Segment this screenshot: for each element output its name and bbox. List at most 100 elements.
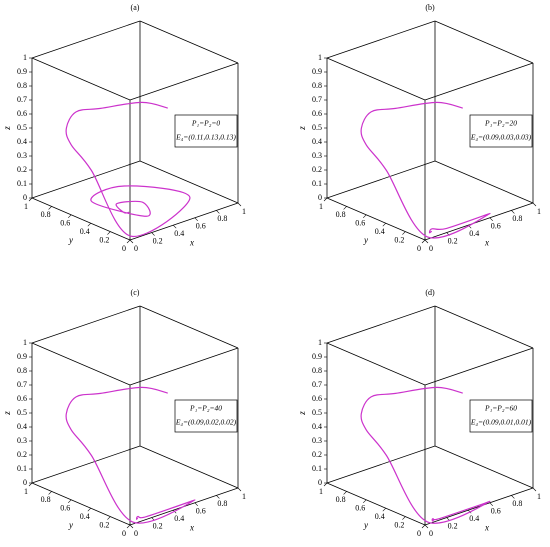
y-tick <box>28 482 33 487</box>
trajectory <box>65 101 191 237</box>
y-tick-label: 0.2 <box>99 520 109 529</box>
box-edge <box>326 57 426 101</box>
y-tick-label: 1 <box>319 202 323 211</box>
y-tick-label: 1 <box>319 487 323 496</box>
x-tick-label: 0.4 <box>469 229 479 238</box>
box-edge <box>31 197 131 241</box>
x-tick-label: 1 <box>242 207 246 216</box>
y-tick-label: 0.8 <box>336 210 346 219</box>
y-tick <box>343 491 347 495</box>
z-tick-label: 0 <box>23 193 27 202</box>
z-tick-label: 0.2 <box>312 165 322 174</box>
x-tick <box>489 502 494 507</box>
x-tick-label: 0 <box>429 244 433 253</box>
x-tick-label: 0 <box>429 529 433 538</box>
z-tick-label: 0.5 <box>17 408 27 417</box>
trajectory <box>360 101 491 239</box>
box-edge <box>434 160 534 204</box>
box-edge <box>326 197 426 241</box>
annotation-box <box>174 399 238 433</box>
box-edge <box>326 342 426 386</box>
y-tick-label: 0.4 <box>375 227 385 236</box>
box-edge <box>31 305 141 344</box>
y-tick <box>48 491 52 495</box>
annotation-text: P₁=P₂=40 <box>189 404 222 413</box>
x-tick-label: 0 <box>134 529 138 538</box>
box-edge <box>139 20 239 64</box>
z-tick-label: 0.7 <box>312 380 322 389</box>
z-tick-label: 0.1 <box>312 179 322 188</box>
z-tick-label: 0.9 <box>17 352 27 361</box>
y-tick <box>343 206 347 210</box>
trajectory <box>360 386 491 524</box>
x-tick-label: 0 <box>134 244 138 253</box>
y-axis-label: y <box>68 520 73 530</box>
y-tick <box>67 499 72 504</box>
x-axis-label: x <box>189 238 194 248</box>
x-tick-label: 0.4 <box>469 514 479 523</box>
z-tick-label: 0.4 <box>312 422 322 431</box>
z-tick-label: 0.1 <box>17 179 27 188</box>
y-axis-label: y <box>363 520 368 530</box>
box-edge <box>31 482 131 526</box>
z-tick-label: 0.3 <box>17 436 27 445</box>
annotation-box <box>469 399 533 433</box>
x-tick <box>237 487 242 492</box>
annotation-text: P₁=P₂=20 <box>484 119 517 128</box>
box-edge <box>31 20 141 59</box>
x-tick-label: 0.2 <box>153 236 163 245</box>
panel: (d)00.20.40.60.8100.20.40.60.8100.10.20.… <box>297 288 541 538</box>
x-tick-label: 1 <box>537 207 541 216</box>
z-tick-label: 0.6 <box>17 109 27 118</box>
z-tick-label: 0.3 <box>312 151 322 160</box>
z-tick-label: 0.8 <box>17 366 27 375</box>
z-tick-label: 0.5 <box>312 408 322 417</box>
panel: (b)00.20.40.60.8100.20.40.60.8100.10.20.… <box>297 3 541 253</box>
box-edge <box>31 342 131 386</box>
panel: (c)00.20.40.60.8100.20.40.60.8100.10.20.… <box>2 288 246 538</box>
z-tick-label: 0.2 <box>17 450 27 459</box>
z-tick-label: 0.7 <box>17 95 27 104</box>
y-tick <box>67 214 72 219</box>
annotation-text: P₁=P₂=0 <box>191 119 220 128</box>
box-edge <box>129 202 239 241</box>
z-tick-label: 0.2 <box>312 450 322 459</box>
z-tick-label: 1 <box>23 338 27 347</box>
z-tick-label: 1 <box>23 53 27 62</box>
x-tick <box>424 239 429 244</box>
box-edge <box>434 445 534 489</box>
box-edge <box>129 62 239 101</box>
box-edge <box>139 445 239 489</box>
x-tick <box>532 487 537 492</box>
y-tick-label: 0.4 <box>375 512 385 521</box>
panel-title: (a) <box>131 3 140 12</box>
annotation-box <box>469 114 533 148</box>
x-tick <box>129 239 134 244</box>
y-tick-label: 0 <box>122 529 126 538</box>
x-tick <box>216 495 220 499</box>
y-tick-label: 0 <box>122 244 126 253</box>
x-tick <box>172 224 177 229</box>
z-tick-label: 0.6 <box>312 109 322 118</box>
y-tick-label: 1 <box>24 202 28 211</box>
x-tick <box>194 217 199 222</box>
y-tick-label: 0 <box>417 529 421 538</box>
box-edge <box>326 160 436 199</box>
y-axis-label: y <box>363 235 368 245</box>
panel-title: (c) <box>131 288 140 297</box>
y-tick <box>402 231 406 235</box>
y-tick-label: 0.6 <box>355 219 365 228</box>
panel: (a)00.20.40.60.8100.20.40.60.8100.10.20.… <box>2 3 246 253</box>
y-tick <box>107 231 111 235</box>
box-edge <box>326 20 436 59</box>
z-tick-label: 0.5 <box>17 123 27 132</box>
z-tick-label: 1 <box>318 53 322 62</box>
z-tick-label: 0.8 <box>17 81 27 90</box>
x-tick-label: 0.6 <box>196 222 206 231</box>
y-tick-label: 0.8 <box>41 210 51 219</box>
annotation-box <box>174 114 238 148</box>
z-tick-label: 0.6 <box>312 394 322 403</box>
z-tick-label: 0 <box>318 193 322 202</box>
panel-title: (d) <box>425 288 435 297</box>
x-tick-label: 0.2 <box>448 236 458 245</box>
